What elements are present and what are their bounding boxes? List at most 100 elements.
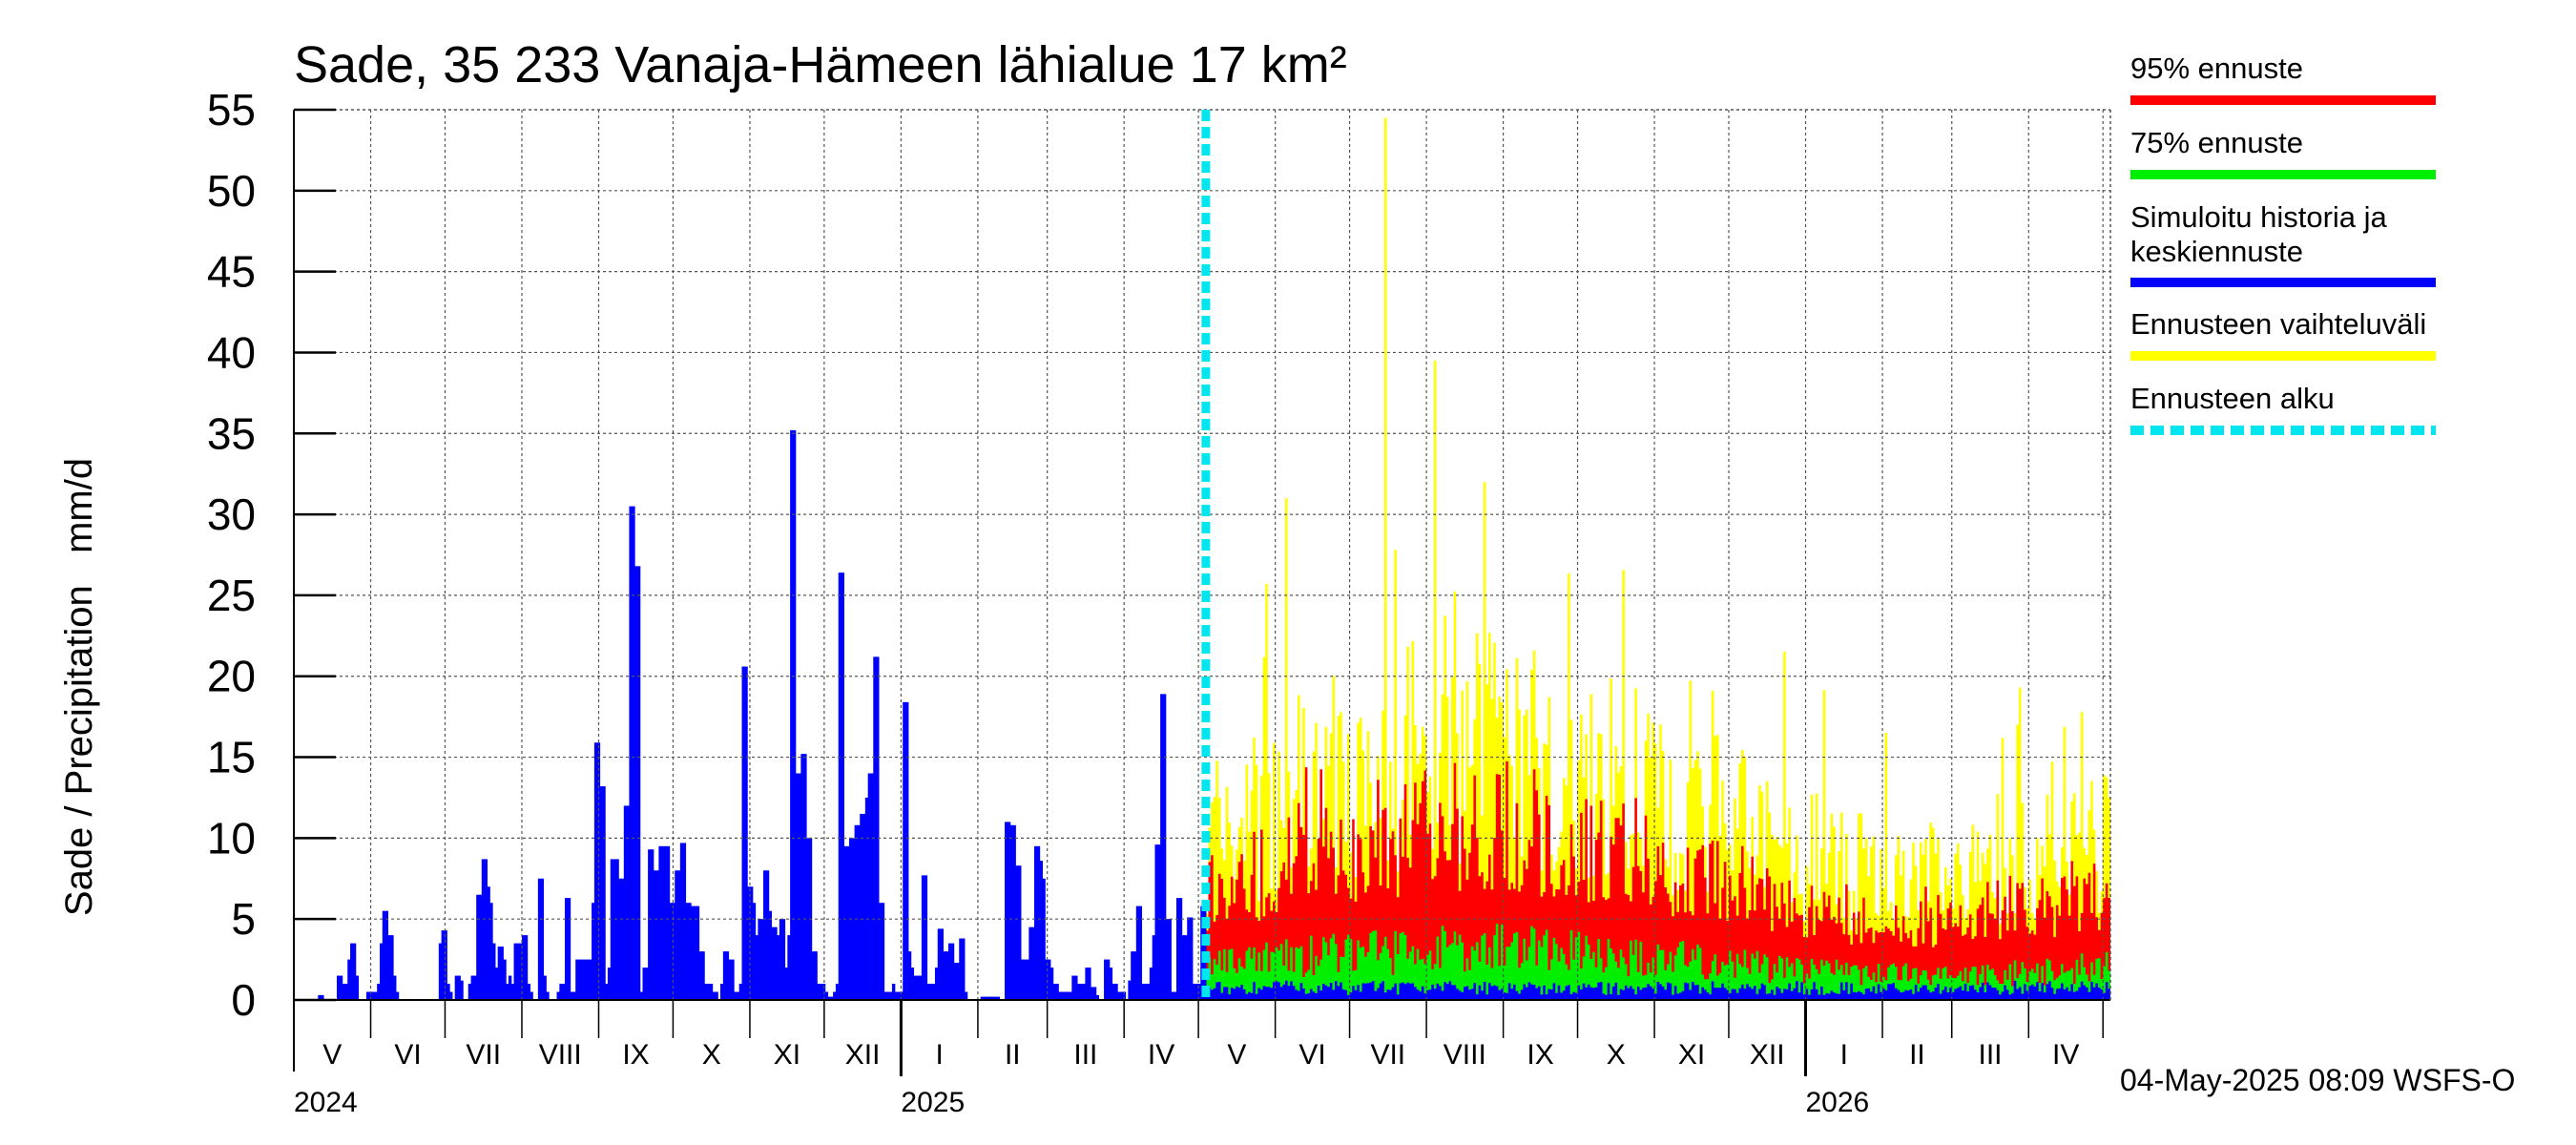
history-bar: [1012, 824, 1016, 1000]
y-axis-title-group: Sade / Precipitation mm/d: [58, 458, 100, 916]
history-bar: [395, 991, 400, 1000]
history-bar: [350, 943, 354, 1000]
history-bar: [318, 994, 322, 1000]
history-bar: [993, 996, 998, 1000]
history-bar: [447, 984, 450, 1000]
history-bar: [1190, 917, 1194, 1000]
history-bar: [1149, 968, 1153, 1000]
month-label: I: [936, 1039, 944, 1071]
history-bar: [755, 935, 758, 1000]
legend-label: Simuloitu historia ja keskiennuste: [2130, 200, 2388, 268]
history-bar: [698, 951, 702, 1000]
history-bar: [1175, 898, 1180, 1000]
history-bar: [860, 813, 863, 1000]
history-bar: [441, 930, 446, 1000]
history-bar: [460, 980, 464, 1000]
history-bar: [470, 975, 474, 1000]
y-tick-label: 0: [231, 975, 256, 1025]
legend-label: Ennusteen vaihteluväli: [2130, 307, 2426, 341]
history-bar: [1181, 935, 1185, 1000]
y-tick-label: 40: [207, 327, 256, 377]
history-bar: [886, 991, 890, 1000]
legend-label: 75% ennuste: [2130, 126, 2303, 159]
history-bar: [642, 968, 646, 1000]
history-bar: [599, 786, 603, 1000]
legend-label-line: Ennusteen vaihteluväli: [2130, 307, 2426, 341]
history-bar: [814, 951, 818, 1000]
history-bar: [990, 996, 995, 1000]
history-bar: [661, 845, 665, 1000]
history-bar: [618, 878, 622, 1000]
history-bar: [758, 919, 761, 1000]
history-bar: [891, 984, 896, 1000]
month-label: V: [1227, 1039, 1246, 1071]
history-bar: [983, 996, 987, 1000]
history-bar: [784, 968, 788, 1000]
history-bar: [578, 959, 582, 1000]
history-bar: [1154, 844, 1158, 1000]
history-bar: [870, 773, 874, 1000]
history-bar: [835, 984, 840, 1000]
month-label: II: [1005, 1039, 1021, 1071]
history-bar: [559, 984, 563, 1000]
history-bar: [953, 962, 958, 1000]
history-bar: [653, 870, 657, 1000]
history-bar: [527, 984, 531, 1000]
history-bar: [632, 506, 635, 1000]
history-bar: [833, 991, 837, 1000]
history-bar: [803, 754, 807, 1000]
month-label: XI: [1678, 1039, 1705, 1071]
history-bar: [722, 951, 727, 1000]
history-bar: [926, 984, 930, 1000]
forecast-mean-band: [1205, 980, 2110, 1000]
history-bar: [1009, 824, 1014, 1000]
history-bar: [1007, 822, 1011, 1000]
history-bar: [1036, 845, 1041, 1000]
history-bar: [524, 935, 529, 1000]
history-bar: [1157, 844, 1161, 1000]
history-bar: [1076, 984, 1081, 1000]
month-label: VIII: [1444, 1039, 1486, 1071]
history-bar: [731, 959, 735, 1000]
history-bar: [615, 859, 619, 1000]
history-bar: [530, 991, 533, 1000]
history-bar: [650, 849, 654, 1000]
history-bar: [916, 975, 920, 1000]
history-bar: [1132, 951, 1137, 1000]
year-label: 2024: [294, 1087, 358, 1118]
history-bar: [1085, 968, 1089, 1000]
history-bar: [503, 959, 507, 1000]
history-bar: [900, 991, 904, 1000]
history-bar: [691, 906, 695, 1000]
history-bar: [792, 429, 797, 1000]
legend-label-line: 75% ennuste: [2130, 126, 2303, 159]
history-bar: [768, 910, 773, 1000]
history-bar: [1168, 919, 1172, 1000]
history-bar: [725, 951, 730, 1000]
history-bar: [666, 845, 671, 1000]
history-bar: [583, 959, 588, 1000]
history-bar: [679, 843, 684, 1000]
y-tick-label: 15: [207, 733, 256, 782]
month-label: XI: [774, 1039, 800, 1071]
legend-label-line: Ennusteen alku: [2130, 382, 2335, 415]
history-bar: [827, 996, 831, 1000]
history-bar: [838, 572, 842, 1000]
history-bar: [484, 859, 488, 1000]
history-bar: [846, 845, 850, 1000]
history-bar: [478, 894, 483, 1000]
history-bar: [352, 943, 357, 1000]
history-bar: [444, 930, 447, 1000]
history-bar: [921, 875, 925, 1000]
history-bar: [438, 943, 443, 1000]
history-bar: [1187, 917, 1191, 1000]
history-bar: [382, 910, 386, 1000]
month-label: X: [1607, 1039, 1626, 1071]
legend-label-line: Simuloitu historia ja: [2130, 200, 2388, 234]
history-bar: [570, 991, 573, 1000]
history-bar: [580, 959, 585, 1000]
history-bar: [1165, 919, 1170, 1000]
history-bar: [857, 824, 861, 1000]
history-bar: [841, 572, 844, 1000]
